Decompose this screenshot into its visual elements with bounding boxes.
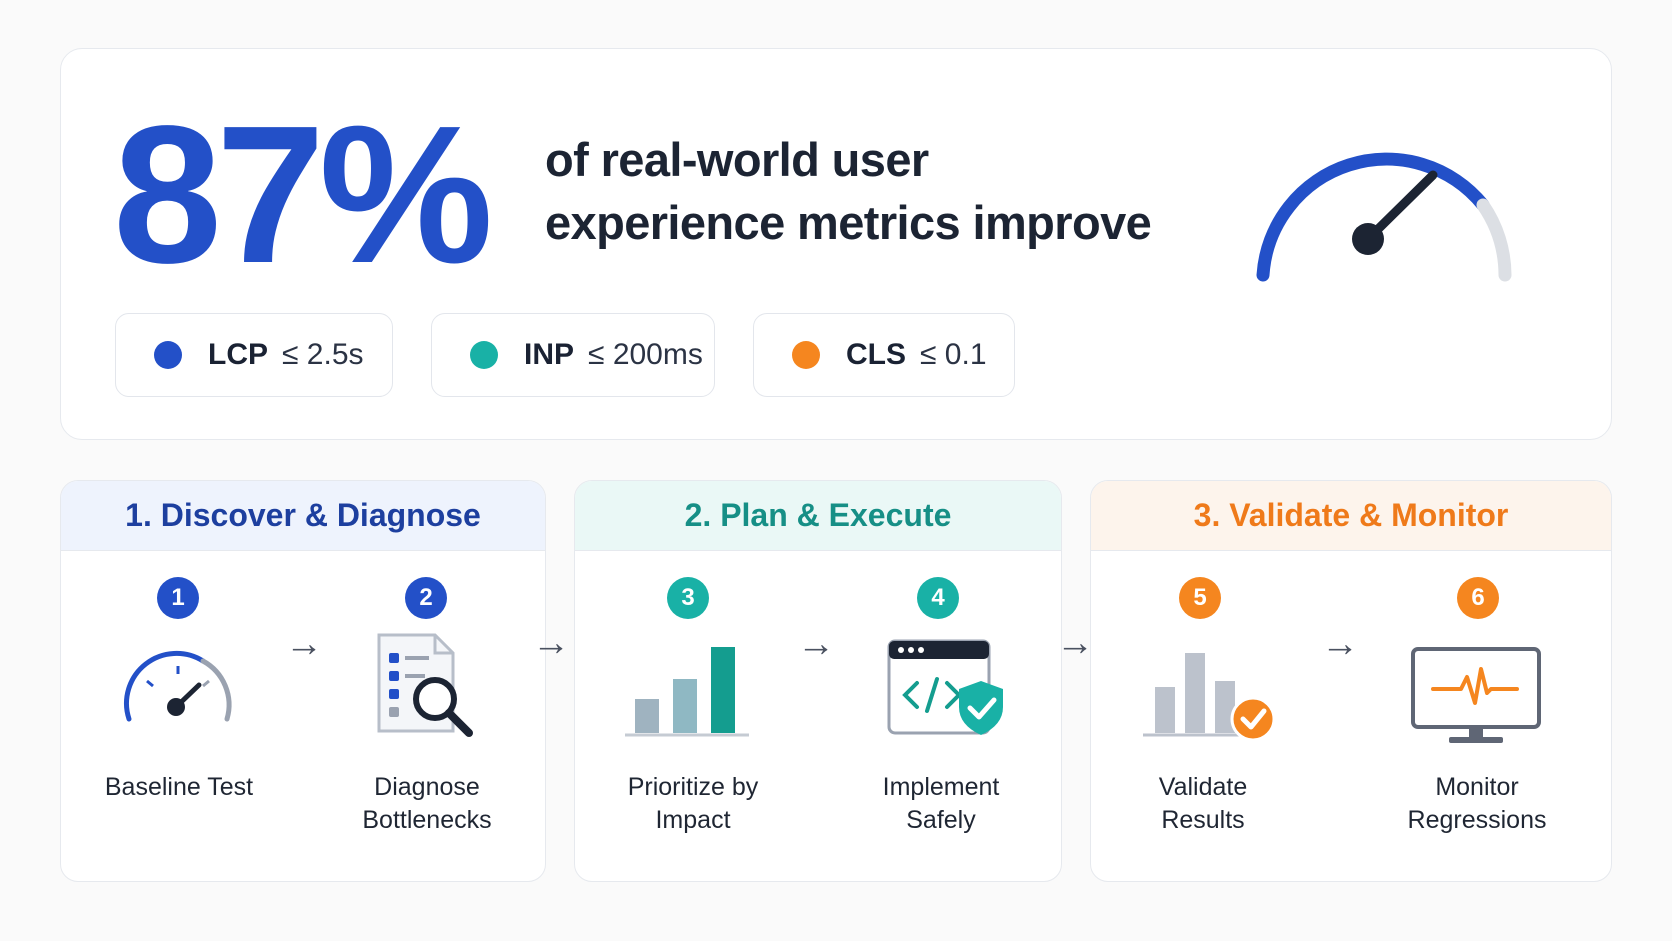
lcp-dot xyxy=(154,341,182,369)
speedometer-icon xyxy=(124,650,232,722)
step-label-line: Prioritize by xyxy=(627,773,759,801)
headline-line-1: of real-world user xyxy=(545,133,929,186)
cls-dot xyxy=(792,341,820,369)
metric-label: LCP xyxy=(208,338,268,371)
step-badge-5: 5 xyxy=(1179,577,1221,619)
heartbeat-monitor-icon xyxy=(1411,647,1541,743)
stage-title: 3. Validate & Monitor xyxy=(1091,481,1611,551)
step-label-line: Diagnose xyxy=(374,773,480,801)
document-search-icon xyxy=(377,633,473,737)
metric-threshold: ≤ 2.5s xyxy=(282,338,364,371)
metric-chip-lcp: LCP ≤ 2.5s xyxy=(115,313,393,397)
step-badge-4: 4 xyxy=(917,577,959,619)
step-label-line: Baseline Test xyxy=(104,773,254,801)
step-label-2: Diagnose Bottlenecks xyxy=(317,771,537,836)
big-percent: 87% xyxy=(113,85,493,304)
step-label-line: Monitor xyxy=(1435,773,1519,801)
arrow-icon: → xyxy=(1321,623,1359,665)
stage-title: 2. Plan & Execute xyxy=(575,481,1061,551)
arrow-icon: → xyxy=(532,622,570,664)
step-badge-3: 3 xyxy=(667,577,709,619)
stage-validate-monitor: 3. Validate & Monitor 5 Validate Results… xyxy=(1090,480,1612,882)
arrow-icon: → xyxy=(285,623,323,665)
step-label-line: Safely xyxy=(906,805,976,834)
stage-plan-execute: 2. Plan & Execute 3 Prioritize by Impact… xyxy=(574,480,1062,882)
bar-chart-icon xyxy=(625,647,749,737)
headline-line-2: experience metrics improve xyxy=(545,195,1152,249)
metric-chip-inp: INP ≤ 200ms xyxy=(431,313,715,397)
arrow-icon: → xyxy=(797,623,835,665)
chart-check-icon xyxy=(1143,653,1276,742)
metric-chip-cls: CLS ≤ 0.1 xyxy=(753,313,1015,397)
speedometer-icon xyxy=(1256,152,1512,282)
step-label-3: Prioritize by Impact xyxy=(583,771,803,836)
step-label-line: Regressions xyxy=(1407,805,1547,834)
headline: of real-world user experience metrics im… xyxy=(545,129,1185,255)
step-badge-2: 2 xyxy=(405,577,447,619)
metric-threshold: ≤ 0.1 xyxy=(920,338,987,371)
inp-dot xyxy=(470,341,498,369)
arrow-icon: → xyxy=(1056,622,1094,664)
metric-label: CLS xyxy=(846,338,906,371)
step-label-5: Validate Results xyxy=(1093,771,1313,836)
code-shield-icon xyxy=(887,639,1003,735)
step-label-line: Implement xyxy=(882,773,1000,801)
step-badge-6: 6 xyxy=(1457,577,1499,619)
step-label-6: Monitor Regressions xyxy=(1367,771,1587,836)
metric-label: INP xyxy=(524,338,575,371)
step-label-line: Results xyxy=(1161,805,1245,834)
step-label-line: Impact xyxy=(655,805,731,834)
step-badge-1: 1 xyxy=(157,577,199,619)
step-label-1: Baseline Test xyxy=(69,771,289,804)
stage-discover-diagnose: 1. Discover & Diagnose 1 Baseline Test →… xyxy=(60,480,546,882)
metric-threshold: ≤ 200ms xyxy=(588,338,703,371)
step-label-4: Implement Safely xyxy=(831,771,1051,836)
step-label-line: Bottlenecks xyxy=(362,805,492,834)
step-label-line: Validate xyxy=(1158,773,1248,801)
stage-title: 1. Discover & Diagnose xyxy=(61,481,545,551)
hero-card: 87% of real-world user experience metric… xyxy=(60,48,1612,440)
